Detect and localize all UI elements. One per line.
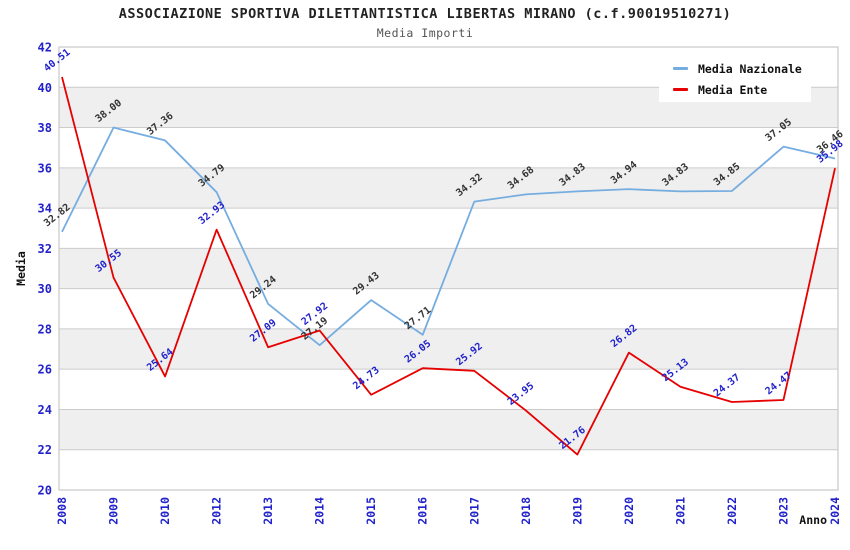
- y-tick-label: 26: [38, 363, 52, 377]
- y-band: [59, 167, 838, 209]
- y-axis-title: Media: [14, 251, 28, 286]
- chart-title: ASSOCIAZIONE SPORTIVA DILETTANTISTICA LI…: [118, 6, 732, 22]
- y-tick-label: 22: [38, 443, 52, 457]
- x-tick-label: 2022: [725, 497, 739, 525]
- x-tick-label: 2009: [107, 497, 121, 525]
- legend-entry-media-ente: Media Ente: [673, 83, 811, 97]
- x-tick-label: 2017: [467, 497, 481, 525]
- x-tick-label: 2023: [776, 497, 790, 525]
- legend-label: Media Ente: [698, 82, 768, 97]
- data-label: 24.37: [712, 372, 742, 399]
- y-tick-label: 30: [38, 282, 52, 296]
- x-tick-label: 2010: [158, 497, 172, 525]
- data-label: 24.47: [764, 370, 794, 397]
- x-tick-label: 2014: [313, 497, 327, 525]
- x-tick-label: 2012: [210, 497, 224, 525]
- y-band: [59, 328, 838, 370]
- y-tick-label: 34: [38, 202, 52, 216]
- plot-border: [58, 46, 839, 491]
- x-tick-label: 2008: [55, 497, 69, 525]
- y-tick-label: 36: [38, 161, 52, 175]
- x-tick-label: 2021: [673, 497, 687, 525]
- y-tick-label: 38: [38, 121, 52, 135]
- legend-swatch-media-nazionale: [673, 67, 688, 70]
- x-axis-title: Anno: [799, 513, 827, 527]
- y-tick-label: 20: [38, 484, 52, 498]
- y-tick-label: 28: [38, 322, 52, 336]
- legend-swatch-media-ente: [673, 88, 688, 91]
- y-tick-label: 42: [38, 41, 52, 55]
- x-tick-label: 2024: [828, 497, 842, 525]
- legend: Media Nazionale Media Ente: [659, 56, 811, 102]
- legend-label: Media Nazionale: [698, 61, 802, 76]
- series-line-media-nazionale: [61, 126, 836, 347]
- x-tick-label: 2020: [622, 497, 636, 525]
- legend-entry-media-nazionale: Media Nazionale: [673, 62, 811, 76]
- y-band: [59, 409, 838, 450]
- x-tick-label: 2018: [519, 497, 533, 525]
- x-tick-label: 2015: [364, 497, 378, 525]
- x-tick-label: 2019: [570, 497, 584, 525]
- y-tick-label: 40: [38, 81, 52, 95]
- x-tick-label: 2016: [416, 497, 430, 525]
- y-tick-label: 32: [38, 242, 52, 256]
- chart-subtitle: Media Importi: [376, 26, 474, 40]
- data-label: 23.95: [506, 381, 536, 408]
- y-tick-label: 24: [38, 403, 52, 417]
- series-line-media-ente: [61, 76, 836, 456]
- x-tick-label: 2013: [261, 497, 275, 525]
